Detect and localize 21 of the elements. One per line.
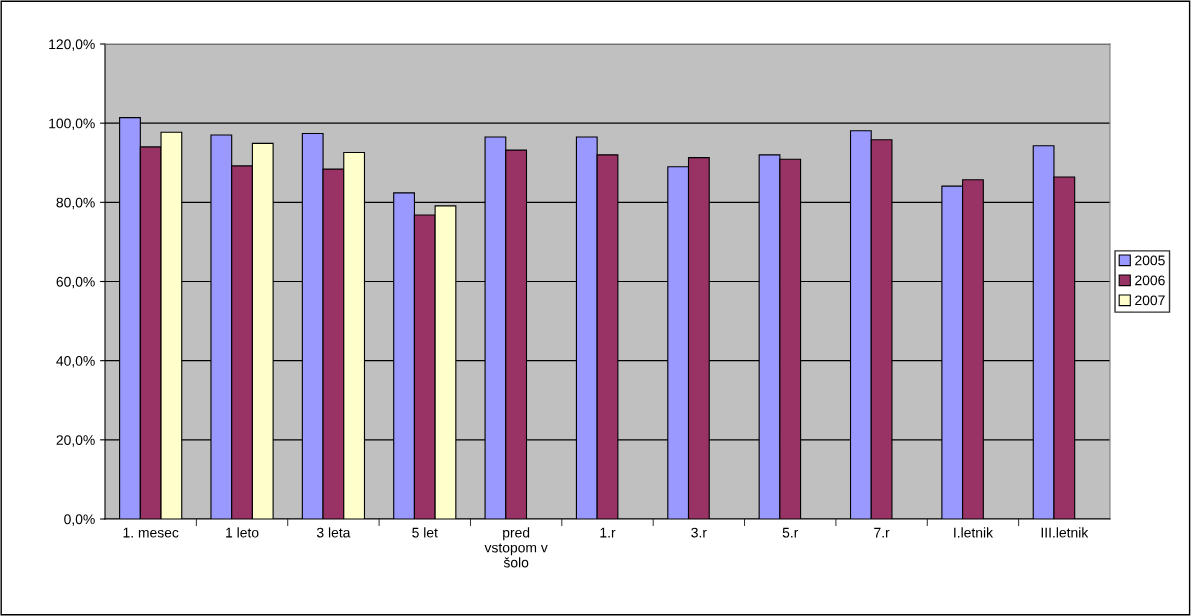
x-tick-label: 1 leto — [226, 527, 259, 538]
x-tick-label: III.letnik — [1041, 527, 1089, 538]
x-tick-label: I.letnik — [954, 527, 994, 538]
x-tick-label: 3.r — [691, 527, 707, 538]
x-tick-label: 5 let — [412, 527, 438, 538]
y-tick-label: 0,0% — [64, 514, 95, 526]
x-tick-label: 1.r — [600, 527, 616, 538]
y-tick-label: 20,0% — [56, 435, 95, 447]
legend-label: 2007 — [1135, 295, 1165, 306]
x-tick-label: 7.r — [874, 527, 890, 538]
y-tick-label: 60,0% — [56, 276, 95, 289]
legend-label: 2005 — [1135, 255, 1165, 266]
y-tick-label: 100,0% — [49, 118, 95, 130]
x-tick-label: 5.r — [782, 527, 799, 538]
legend-label: 2006 — [1135, 275, 1165, 286]
x-tick-label: 3 leta — [316, 527, 351, 538]
x-tick-label: pred vstopom v šolo — [484, 527, 548, 568]
y-tick-label: 40,0% — [56, 356, 95, 368]
y-tick-label: 120,0% — [49, 39, 95, 51]
y-tick-label: 80,0% — [56, 197, 95, 210]
x-tick-label: 1. mesec — [123, 527, 179, 538]
